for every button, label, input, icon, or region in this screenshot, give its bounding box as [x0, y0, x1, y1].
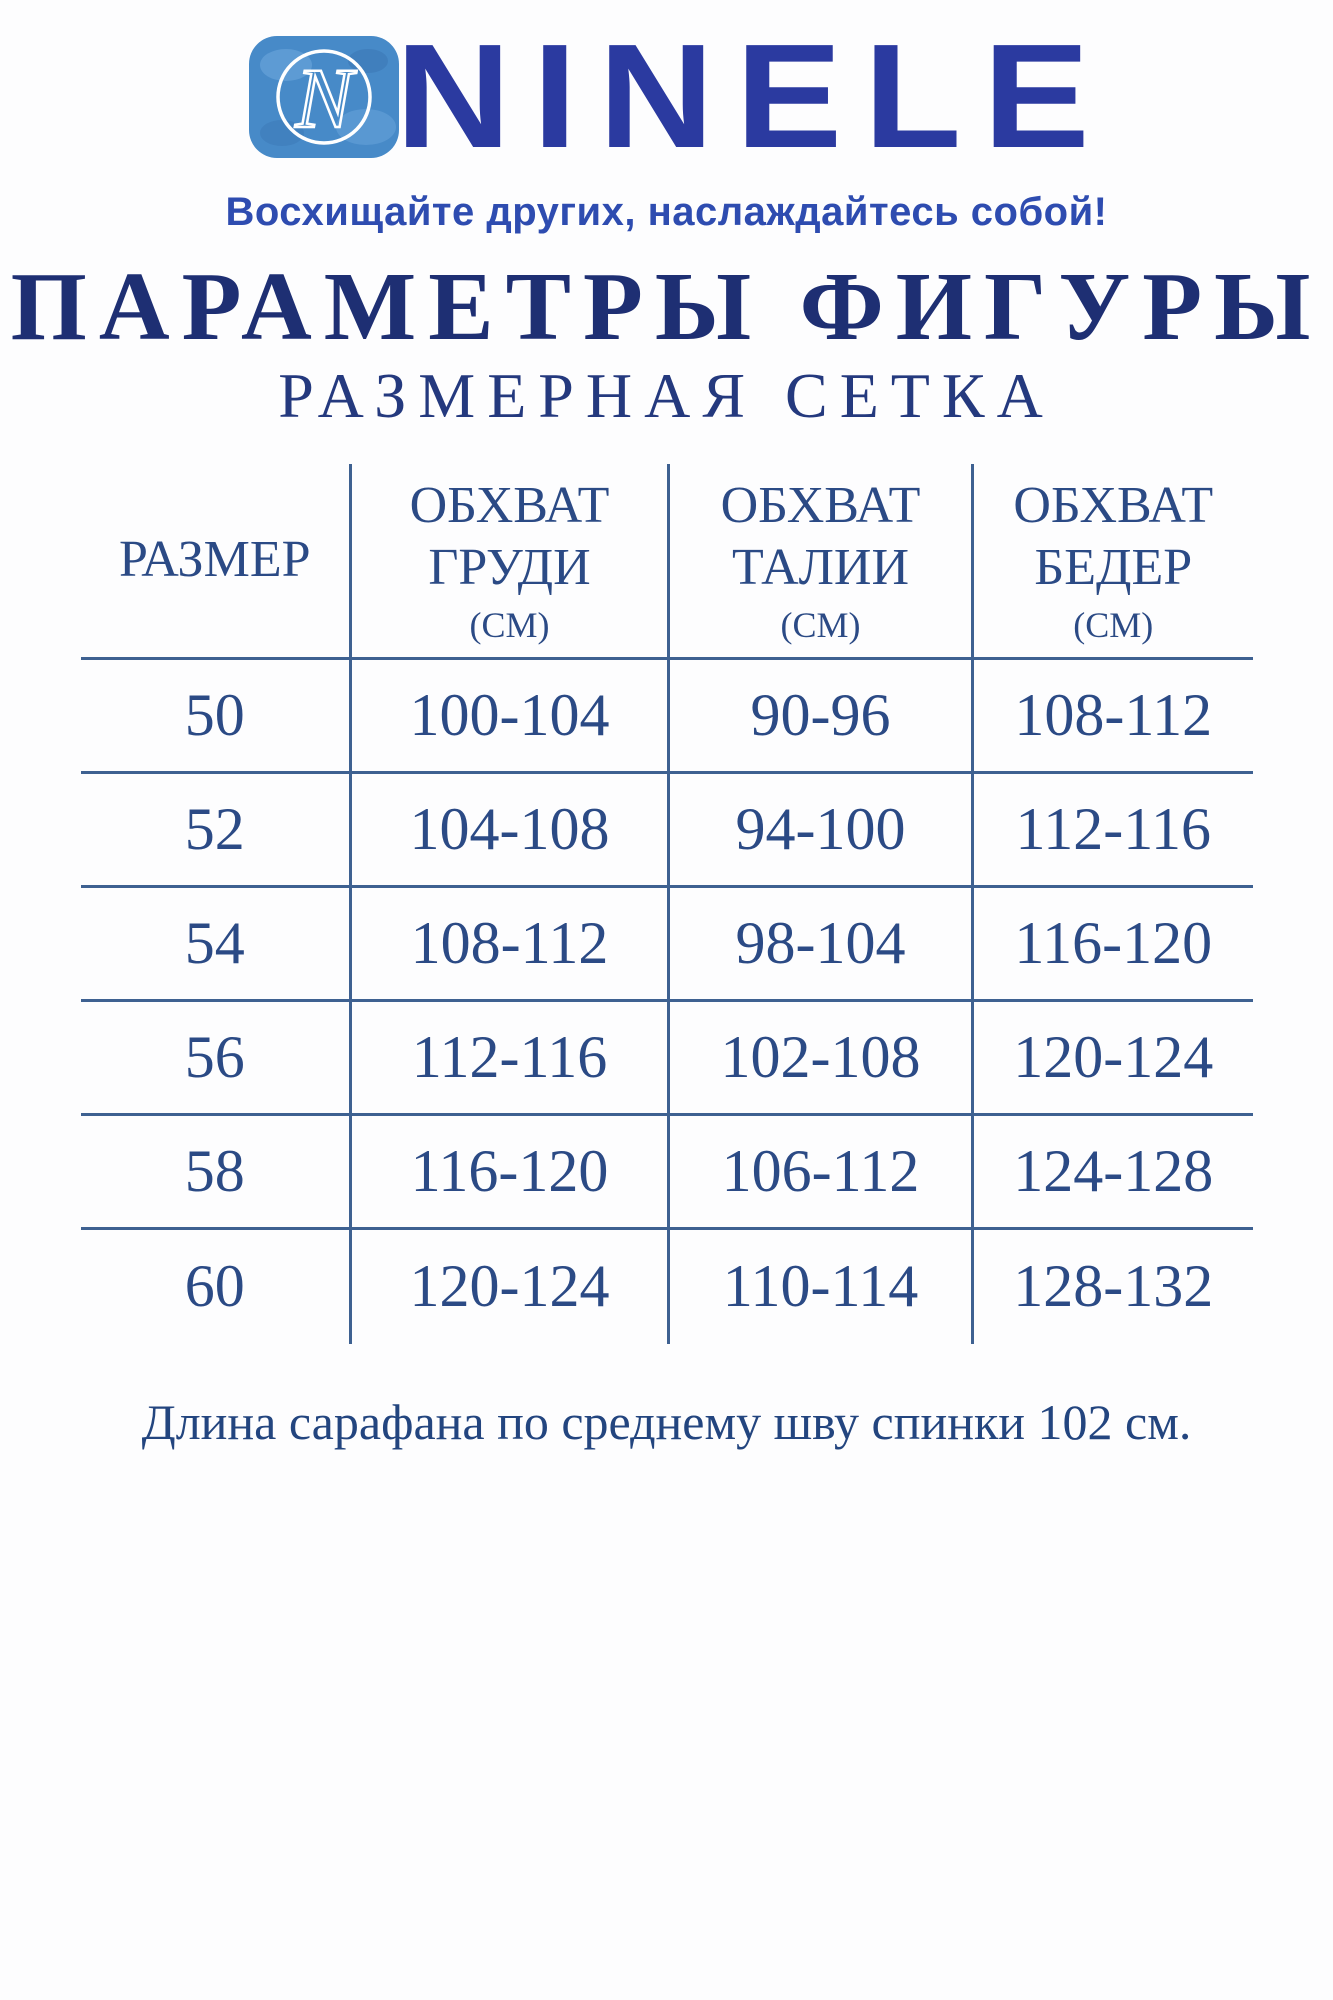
size-table: РАЗМЕР ОБХВАТ ГРУДИ (СМ) ОБХВАТ ТАЛИИ (С…: [80, 464, 1253, 1344]
svg-text:N: N: [294, 50, 357, 146]
size-cell: 54: [80, 884, 351, 1000]
table-row: 56 112-116 102-108 120-124: [80, 998, 1253, 1114]
hips-cell: 108-112: [971, 656, 1253, 772]
chest-cell: 116-120: [349, 1112, 669, 1228]
size-cell: 50: [80, 656, 351, 772]
chest-cell: 112-116: [349, 998, 669, 1114]
hips-cell: 116-120: [971, 884, 1253, 1000]
waist-cell: 106-112: [667, 1112, 973, 1228]
hips-cell: 120-124: [971, 998, 1253, 1114]
page-subtitle: РАЗМЕРНАЯ СЕТКА: [278, 360, 1055, 431]
table-row: 54 108-112 98-104 116-120: [80, 884, 1253, 1000]
size-cell: 60: [80, 1226, 351, 1344]
logo-n-icon: N: [249, 36, 400, 158]
table-header-row: РАЗМЕР ОБХВАТ ГРУДИ (СМ) ОБХВАТ ТАЛИИ (С…: [81, 464, 1253, 658]
hips-cell: 128-132: [971, 1226, 1253, 1344]
waist-cell: 98-104: [667, 884, 973, 1000]
table-row: 50 100-104 90-96 108-112: [80, 656, 1253, 772]
waist-cell: 102-108: [667, 998, 973, 1114]
chest-cell: 100-104: [349, 656, 669, 772]
chest-cell: 104-108: [349, 770, 669, 886]
column-header-hips: ОБХВАТ БЕДЕР (СМ): [971, 464, 1253, 658]
column-header-size: РАЗМЕР: [119, 531, 311, 589]
brand-tagline: Восхищайте других, наслаждайтесь собой!: [225, 190, 1108, 234]
table-row: 60 120-124 110-114 128-132: [80, 1226, 1253, 1344]
hips-cell: 124-128: [971, 1112, 1253, 1228]
waist-cell: 110-114: [667, 1226, 973, 1344]
size-cell: 52: [80, 770, 351, 886]
footer-note: Длина сарафана по среднему шву спинки 10…: [141, 1394, 1192, 1450]
waist-cell: 94-100: [667, 770, 973, 886]
table-row: 58 116-120 106-112 124-128: [80, 1112, 1253, 1228]
table-row: 52 104-108 94-100 112-116: [80, 770, 1253, 886]
waist-cell: 90-96: [667, 656, 973, 772]
page-title: ПАРАМЕТРЫ ФИГУРЫ: [10, 253, 1323, 361]
brand-logo: N: [248, 35, 400, 159]
brand-header: N NINELE: [0, 23, 1333, 171]
size-cell: 58: [80, 1112, 351, 1228]
column-header-chest: ОБХВАТ ГРУДИ (СМ): [349, 464, 669, 658]
column-header-waist: ОБХВАТ ТАЛИИ (СМ): [667, 464, 973, 658]
brand-name: NINELE: [395, 14, 1112, 179]
chest-cell: 120-124: [349, 1226, 669, 1344]
size-cell: 56: [80, 998, 351, 1114]
chest-cell: 108-112: [349, 884, 669, 1000]
hips-cell: 112-116: [971, 770, 1253, 886]
